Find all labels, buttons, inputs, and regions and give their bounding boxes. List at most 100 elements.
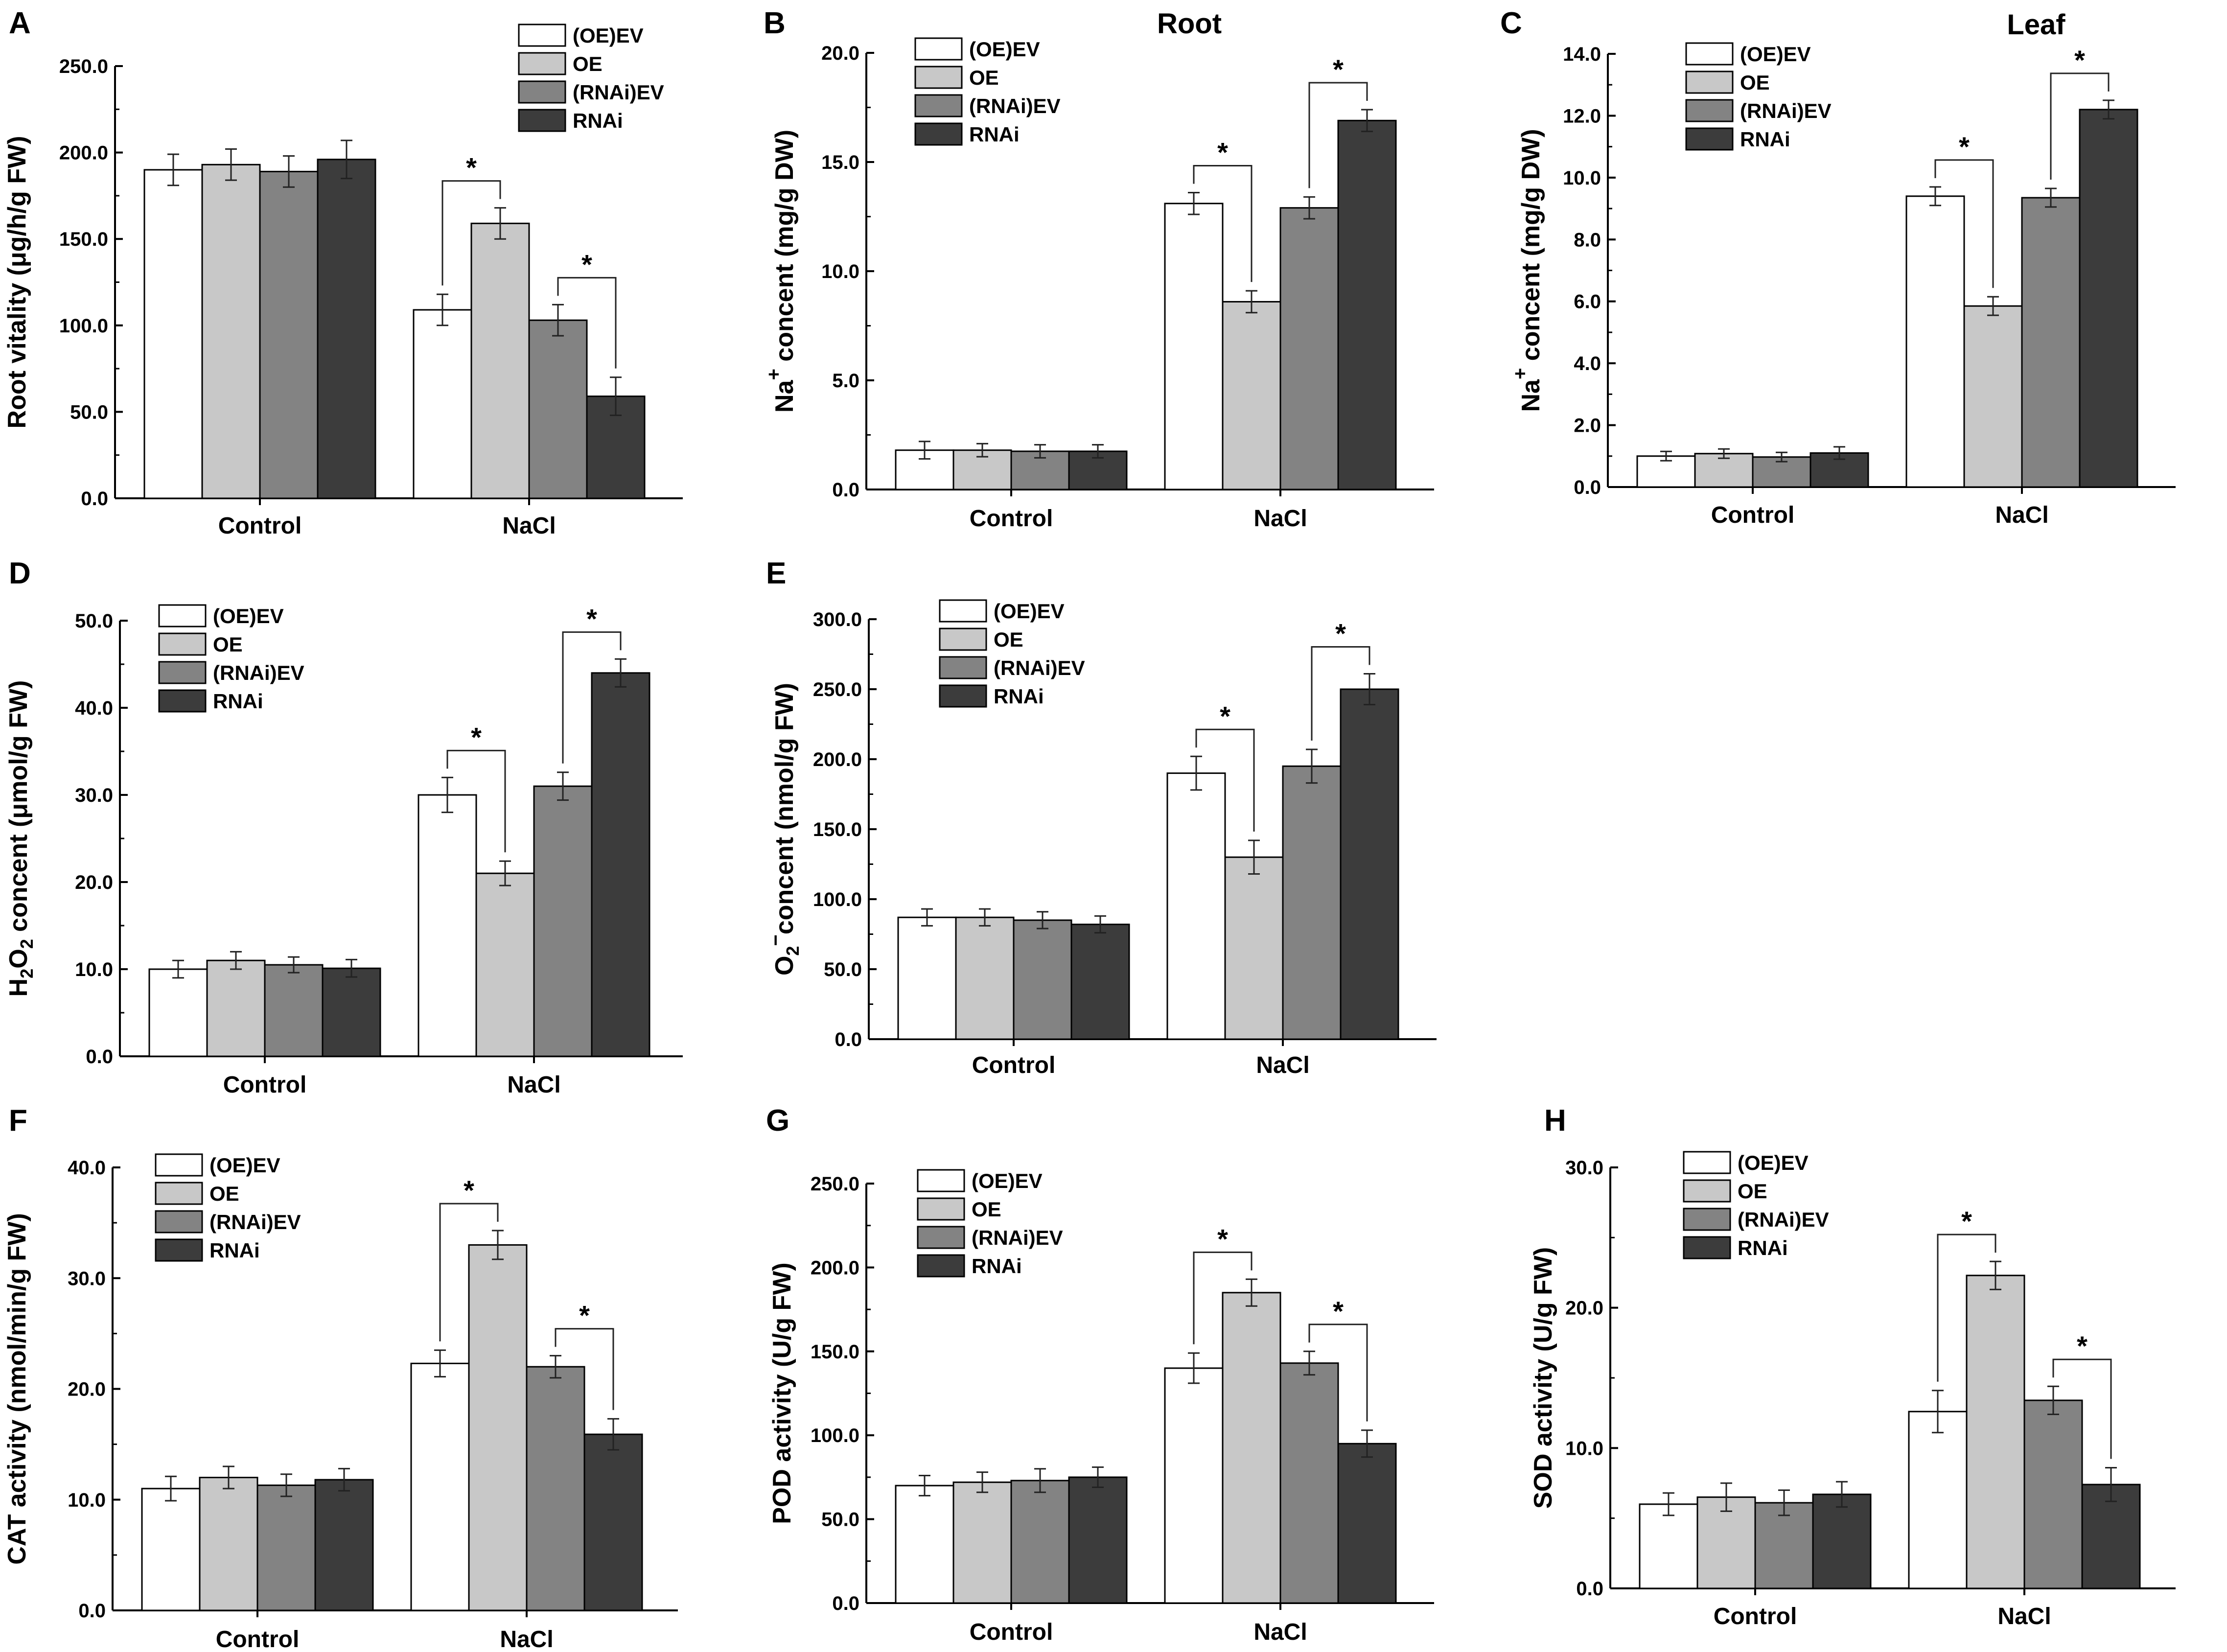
bar-oeev-nacl <box>1164 1367 1224 1604</box>
bar-oe-nacl <box>1222 1292 1281 1604</box>
significance-star: * <box>1217 1223 1228 1254</box>
panel-letter: E <box>766 557 786 590</box>
y-tick-label: 4.0 <box>1574 353 1601 374</box>
bar-rnai-control <box>314 1479 374 1611</box>
legend-swatch <box>518 80 566 104</box>
significance-bracket <box>2052 1358 2112 1459</box>
significance-star: * <box>1335 618 1346 649</box>
y-tick-label: 0.0 <box>1574 477 1601 498</box>
y-label-sup: + <box>763 369 785 380</box>
panel-letter: C <box>1500 6 1522 40</box>
y-tick-label: 50.0 <box>70 401 108 423</box>
bar-oe-control <box>952 1481 1012 1604</box>
legend-swatch <box>1683 1151 1731 1174</box>
y-tick-label: 30.0 <box>68 1268 106 1289</box>
panel-B: B Root 0.0 5.0 10.0 15.0 20.0 Control NaCl * * (OE)… <box>763 6 1434 532</box>
y-tick-label: 6.0 <box>1574 291 1601 313</box>
y-label-part: Na <box>770 379 799 413</box>
legend-swatch <box>917 1226 965 1249</box>
bar-rnaiev-control <box>1013 919 1072 1040</box>
legend-swatch <box>939 684 987 708</box>
legend-label: (OE)EV <box>972 1169 1043 1192</box>
bar-rnai-control <box>322 967 381 1057</box>
y-tick-label: 30.0 <box>1565 1157 1603 1179</box>
y-axis-label: O2−concent (nmol/g FW) <box>765 683 803 976</box>
significance-star: * <box>464 1175 474 1206</box>
y-tick-label: 12.0 <box>1563 105 1601 127</box>
y-tick-label: 200.0 <box>813 749 862 770</box>
legend-label: (RNAi)EV <box>213 661 304 684</box>
legend-label: RNAi <box>573 109 623 132</box>
legend-label: OE <box>969 66 999 89</box>
x-tick-label: Control <box>216 1627 300 1652</box>
bar-rnaiev-nacl <box>533 785 593 1057</box>
y-label-sub: 2 <box>783 946 803 956</box>
x-tick-label: NaCl <box>1997 1604 2051 1629</box>
legend-swatch <box>917 1254 965 1278</box>
y-tick-label: 20.0 <box>75 872 113 893</box>
panel-letter: G <box>766 1104 789 1138</box>
y-tick-label: 100.0 <box>59 315 108 337</box>
y-tick-label: 50.0 <box>824 959 862 980</box>
bar-rnai-control <box>1068 1476 1128 1604</box>
significance-bracket <box>439 1203 499 1342</box>
legend-swatch <box>158 604 207 628</box>
legend-label: RNAi <box>1740 128 1790 151</box>
significance-star: * <box>2077 1330 2088 1361</box>
significance-star: * <box>1217 137 1228 167</box>
significance-star: * <box>579 1300 590 1331</box>
significance-star: * <box>586 603 597 634</box>
legend-label: RNAi <box>213 690 263 713</box>
y-tick-label: 8.0 <box>1574 229 1601 251</box>
legend-label: OE <box>1740 71 1770 94</box>
legend-swatch <box>1685 42 1734 66</box>
x-tick-label: NaCl <box>502 513 556 539</box>
legend-swatch <box>1683 1179 1731 1203</box>
y-tick-label: 150.0 <box>811 1341 859 1363</box>
significance-bracket <box>441 180 501 286</box>
bar-rnaiev-nacl <box>1282 765 1342 1040</box>
y-tick-label: 0.0 <box>1576 1578 1603 1600</box>
legend: (OE)EV OE (RNAi)EV RNAi <box>1685 42 1832 151</box>
y-label-part: O <box>4 949 33 968</box>
significance-star: * <box>581 249 592 279</box>
legend-swatch <box>1683 1236 1731 1259</box>
panel-letter: B <box>764 6 786 40</box>
legend-label: (RNAi)EV <box>972 1226 1063 1249</box>
y-label-part: concent (nmol/g FW) <box>770 683 799 934</box>
legend-label: (OE)EV <box>969 38 1040 61</box>
legend: (OE)EV OE (RNAi)EV RNAi <box>1683 1151 1829 1259</box>
y-label-part: H <box>4 978 33 997</box>
bar-oeev-control <box>895 1485 954 1604</box>
y-tick-label: 200.0 <box>811 1257 859 1279</box>
y-tick-label: 200.0 <box>59 142 108 164</box>
significance-bracket <box>562 631 622 764</box>
bar-rnaiev-nacl <box>1279 1362 1339 1604</box>
bar-oe-control <box>206 959 266 1057</box>
bar-oe-nacl <box>1963 305 2023 488</box>
legend-label: (RNAi)EV <box>994 656 1085 679</box>
panel-D: D 0.0 10.0 20.0 30.0 40.0 50.0 Control NaCl * * (OE… <box>4 557 683 1098</box>
y-tick-label: 20.0 <box>1565 1298 1603 1319</box>
bar-oe-nacl <box>470 222 530 499</box>
legend-swatch <box>939 599 987 623</box>
legend-swatch <box>155 1182 203 1205</box>
y-tick-label: 10.0 <box>1563 167 1601 189</box>
y-tick-label: 20.0 <box>68 1379 106 1400</box>
significance-bracket <box>557 277 617 369</box>
significance-bracket <box>1308 82 1368 188</box>
bar-oeev-nacl <box>1908 1411 1968 1589</box>
legend-swatch <box>155 1238 203 1262</box>
panel-A: A 0.0 50.0 100.0 150.0 200.0 250.0 Control NaCl *… <box>3 6 683 539</box>
y-label-sub: 2 <box>17 939 37 949</box>
significance-bracket <box>446 749 506 853</box>
bar-rnaiev-nacl <box>528 319 588 499</box>
legend: (OE)EV OE (RNAi)EV RNAi <box>917 1169 1063 1278</box>
y-tick-label: 250.0 <box>813 679 862 700</box>
legend-swatch <box>158 689 207 713</box>
x-tick-label: NaCl <box>1995 502 2048 528</box>
panel-F: F 0.0 10.0 20.0 30.0 40.0 Control NaCl * * (OE)EV O… <box>3 1104 678 1652</box>
bar-oeev-control <box>141 1488 201 1611</box>
y-label-sup: − <box>765 934 787 946</box>
legend-label: (OE)EV <box>1740 43 1811 66</box>
